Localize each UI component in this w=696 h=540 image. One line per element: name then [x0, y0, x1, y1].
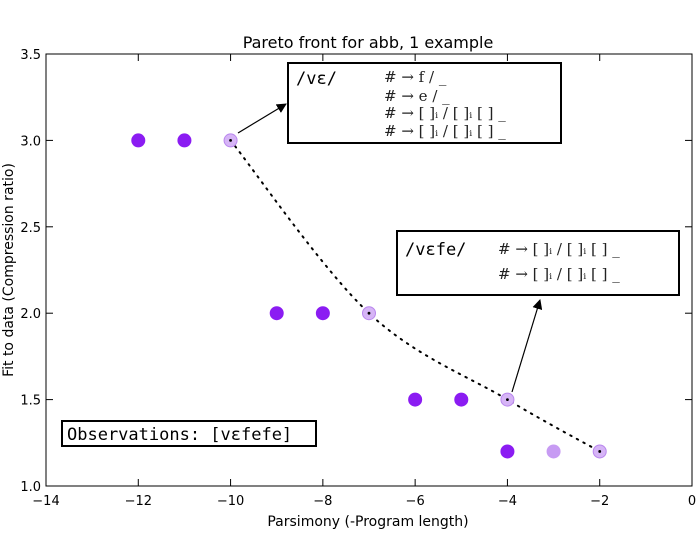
annotation-word: /vɛ/ — [296, 69, 337, 89]
annotation-frame — [396, 230, 680, 296]
front-point-marker — [598, 450, 602, 453]
y-tick-label: 1.5 — [20, 394, 41, 409]
x-tick-label: −12 — [125, 494, 152, 509]
x-tick-label: −2 — [590, 494, 609, 509]
y-tick-label: 2.0 — [20, 307, 41, 322]
x-tick-label: −10 — [217, 494, 244, 509]
annotation-frame — [287, 62, 562, 144]
annotation-rule: # → e / _ — [384, 87, 450, 105]
annotation-rule: # → f / _ — [384, 68, 447, 86]
data-points — [131, 133, 607, 459]
annotation-word: /vɛfe/ — [405, 240, 466, 260]
pareto-front-curve — [229, 139, 601, 453]
annotation-box-ve: /vɛ/ # → f / _ # → e / _ # → [ ]ᵢ / [ ]ᵢ… — [287, 62, 562, 144]
annotation-rule: # → [ ]ᵢ / [ ]ᵢ [ ] _ — [384, 122, 506, 140]
x-axis-label: Parsimony (-Program length) — [267, 514, 468, 530]
annotation-arrow — [511, 299, 543, 393]
chart-title: Pareto front for abb, 1 example — [243, 33, 494, 52]
annotation-arrow — [237, 103, 287, 134]
data-point — [408, 392, 423, 407]
front-point-marker — [229, 139, 232, 142]
y-tick-label: 3.0 — [20, 134, 41, 149]
data-point — [546, 444, 561, 459]
data-point — [269, 306, 284, 321]
x-tick-label: −4 — [498, 494, 517, 509]
data-point — [131, 133, 146, 148]
axis-ticks: −14 −12 −10 −8 −6 −4 −2 0 1.0 1.5 2.0 2.5 3.0 3.5 — [20, 48, 696, 509]
front-point-marker — [367, 311, 371, 315]
annotation-rule: # → [ ]ᵢ / [ ]ᵢ [ ] _ — [384, 104, 506, 122]
y-tick-label: 3.5 — [20, 48, 41, 63]
y-tick-label: 2.5 — [20, 221, 41, 236]
front-point-marker — [506, 398, 509, 401]
plot-frame — [45, 53, 693, 487]
annotation-rule: # → [ ]ᵢ / [ ]ᵢ [ ] _ — [498, 240, 620, 258]
x-tick-label: −14 — [32, 494, 59, 509]
x-tick-label: −6 — [406, 494, 425, 509]
observations-label: Observations: [vɛfefe] — [67, 425, 292, 445]
annotation-box-vefe: /vɛfe/ # → [ ]ᵢ / [ ]ᵢ [ ] _ # → [ ]ᵢ / … — [396, 230, 680, 296]
pareto-front-line — [229, 139, 601, 453]
observations-box: Observations: [vɛfefe] — [61, 420, 317, 447]
x-tick-label: 0 — [688, 494, 696, 509]
data-point — [177, 133, 192, 148]
y-axis-label: Fit to data (Compression ratio) — [1, 163, 17, 377]
data-point — [500, 444, 515, 459]
x-tick-label: −8 — [313, 494, 332, 509]
annotation-rule: # → [ ]ᵢ / [ ]ᵢ [ ] _ — [498, 265, 620, 283]
observations-frame — [61, 420, 317, 447]
data-point — [454, 392, 469, 407]
y-tick-label: 1.0 — [20, 480, 41, 495]
data-point — [315, 306, 330, 321]
